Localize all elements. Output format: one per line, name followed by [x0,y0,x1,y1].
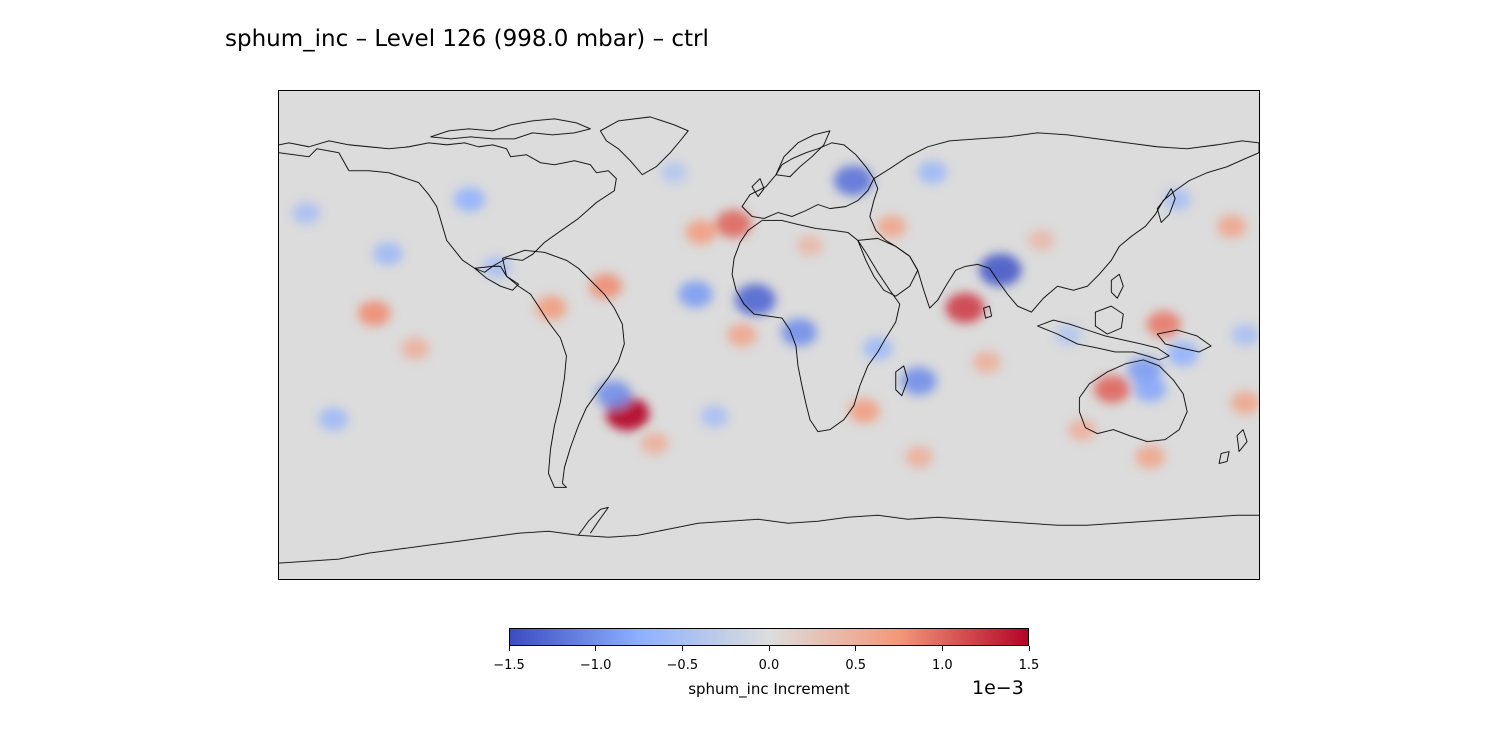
colorbar-tick-label: 0.0 [758,658,780,673]
coastline-maritime-continent [1037,319,1170,361]
colorbar-tick-label: 1.0 [931,658,953,673]
increment-blob [900,367,937,396]
increment-blob [979,253,1022,287]
increment-blob [1146,310,1181,338]
coastline-british-isles [751,178,765,198]
increment-blob [453,187,486,212]
increment-blob [700,405,729,428]
colorbar-tick [941,646,943,651]
increment-blob [1217,215,1247,239]
colorbar-tick-label: −1.5 [493,658,525,673]
increment-blob [1055,324,1082,346]
coastline-philippines [1110,273,1124,299]
increment-blob [401,337,430,360]
coastline-greenland [599,116,689,176]
increment-blob [735,284,776,316]
coastline-asia [869,132,1259,313]
increment-blob [780,318,817,347]
increment-blob [685,219,717,245]
increment-blob [595,380,632,409]
increment-blob [1231,324,1259,346]
coastline-madagascar [895,365,909,397]
increment-blob [876,215,907,239]
increment-blob [357,300,391,327]
colorbar-exponent: 1e−3 [972,677,1024,699]
colorbar-tick-label: 0.5 [845,658,866,673]
increment-blob [904,446,933,468]
map-canvas [279,91,1259,579]
coastline-australia [1078,359,1188,443]
colorbar-tick [1028,646,1030,651]
colorbar-ticks: −1.5 −1.0 −0.5 0.0 0.5 1.0 1.5 [493,646,1039,676]
colorbar-tick [855,646,857,651]
colorbar-tick [768,646,770,651]
increment-blob [660,161,687,183]
increment-blob [1135,445,1165,469]
increment-blob [848,398,880,424]
increment-blob [1068,418,1097,441]
increment-blob [589,273,623,299]
increment-blob [318,407,349,431]
coastline-new-zealand [1218,429,1248,464]
colorbar-label: sphum_inc Increment [688,680,850,698]
increment-blob [715,209,752,238]
coastline-south-america [502,249,625,488]
colorbar-tick-label: 1.5 [1018,658,1040,673]
increment-blob [640,432,669,455]
colorbar-gradient [510,629,1028,645]
coastline-europe [741,142,875,219]
coastline-borneo [1094,305,1124,335]
colorbar-tick [595,646,597,651]
increment-blob [833,165,873,196]
colorbar-tick-label: −1.0 [579,658,612,673]
ocean-land-background [279,91,1259,579]
coastline-central-america [474,265,519,291]
coastline-africa [731,220,901,433]
increment-blob [917,160,948,184]
increment-blob [535,295,567,321]
coastline-scandinavia [775,130,831,178]
colorbar [509,628,1029,646]
increment-blob [1133,376,1167,402]
coastline-sri-lanka [983,305,992,319]
increment-field [292,160,1259,469]
coastline-antarctic-peninsula [578,506,609,536]
increment-blob [1230,391,1259,415]
colorbar-tick [681,646,683,651]
map-title: sphum_inc – Level 126 (998.0 mbar) – ctr… [225,26,709,52]
colorbar-tick [508,646,510,651]
map-panel [278,90,1260,580]
increment-blob [292,202,321,224]
increment-blob [972,351,1001,374]
coastline-arabia [857,237,919,297]
increment-blob [1163,188,1192,211]
coastlines [279,116,1259,564]
coastline-japan [1156,188,1176,223]
increment-blob [863,337,893,361]
increment-blob [1167,341,1199,367]
increment-blob [373,242,403,266]
coastline-antarctica [279,514,1259,564]
coastline-new-guinea [1156,329,1212,353]
increment-blob [796,235,824,256]
coastline-arctic-islands [430,118,591,140]
coastline-north-america [279,140,617,273]
increment-blob [678,280,713,308]
colorbar-tick-label: −0.5 [666,658,699,673]
increment-blob [1028,229,1055,251]
increment-blob [945,292,985,324]
increment-blob [1094,375,1130,404]
increment-blob [727,323,757,347]
